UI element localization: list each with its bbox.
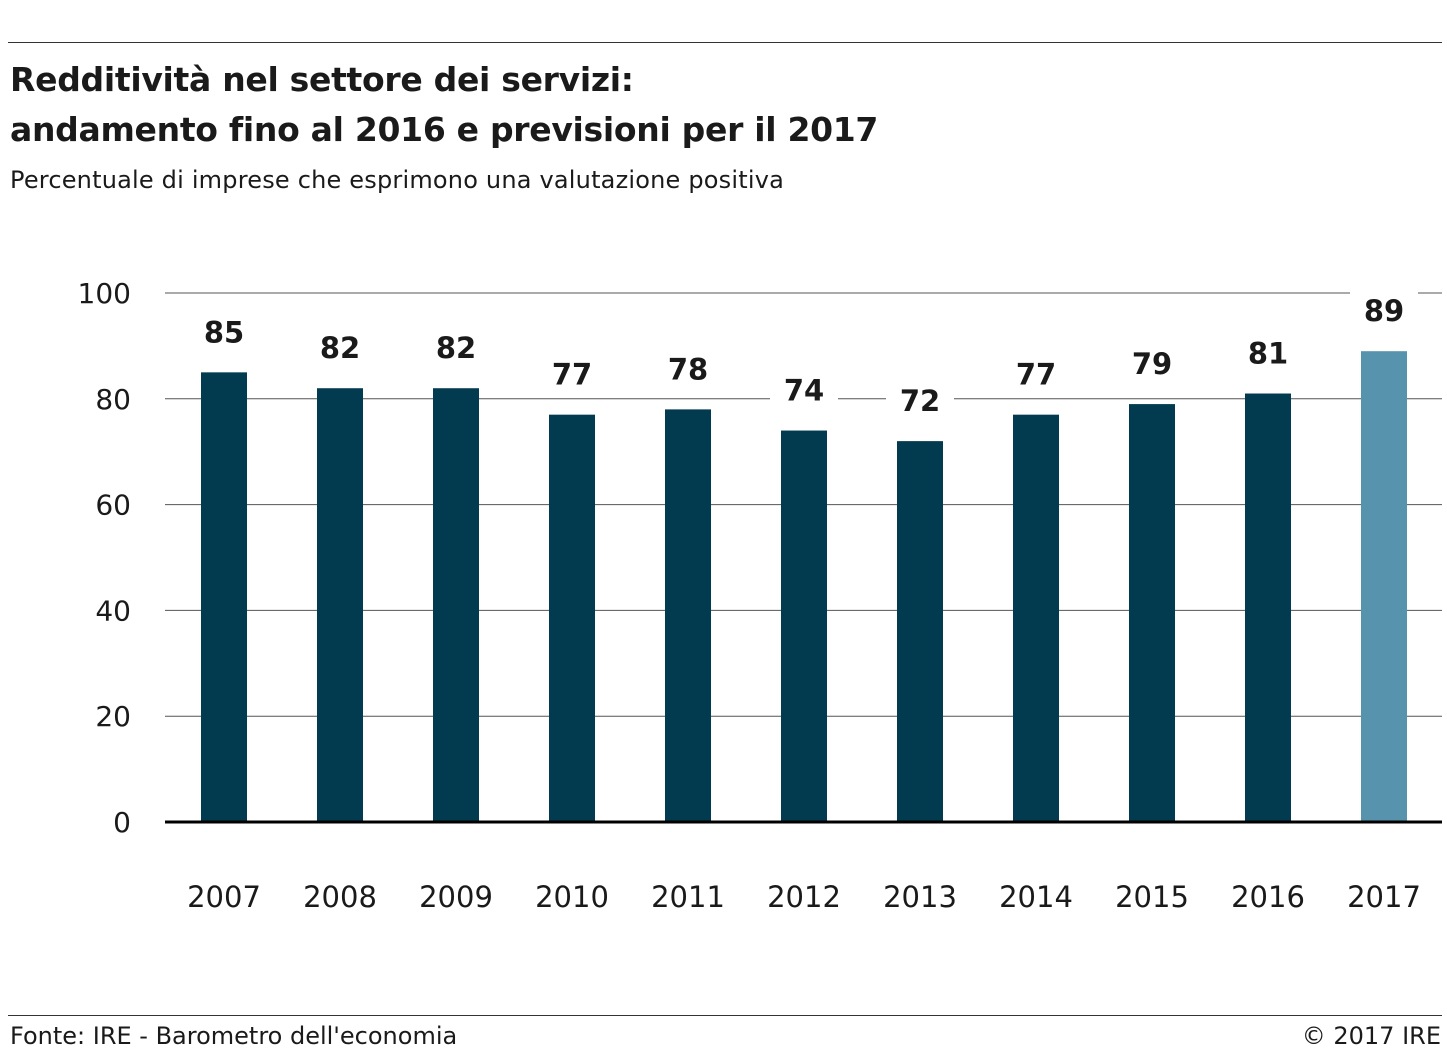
x-tick-label: 2014 <box>999 880 1073 914</box>
bar <box>1013 414 1059 822</box>
data-label-background <box>1002 354 1070 395</box>
data-label-background <box>306 328 374 369</box>
data-label-background <box>886 381 954 422</box>
x-tick-label: 2009 <box>419 880 493 914</box>
y-tick-label: 80 <box>95 383 131 416</box>
bar <box>897 441 943 822</box>
data-label-background <box>770 370 838 411</box>
data-label-background <box>1350 291 1418 332</box>
data-label-background <box>1234 333 1302 374</box>
data-label-background <box>1118 344 1186 385</box>
bar-forecast <box>1361 351 1407 822</box>
x-tick-label: 2013 <box>883 880 957 914</box>
y-tick-label: 40 <box>95 594 131 627</box>
data-label: 82 <box>320 331 360 365</box>
x-tick-label: 2007 <box>187 880 261 914</box>
data-label: 82 <box>436 331 476 365</box>
source-note: Fonte: IRE - Barometro dell'economia <box>10 1022 458 1050</box>
bottom-rule <box>8 1015 1442 1016</box>
y-tick-label: 100 <box>78 277 131 310</box>
data-label-background <box>422 328 490 369</box>
data-label: 89 <box>1364 294 1404 328</box>
chart-title-line-1: Redditività nel settore dei servizi: <box>10 60 634 99</box>
data-label: 81 <box>1248 337 1288 371</box>
bar <box>665 409 711 822</box>
data-label: 77 <box>1016 358 1056 392</box>
x-tick-label: 2015 <box>1115 880 1189 914</box>
x-tick-label: 2008 <box>303 880 377 914</box>
data-label: 79 <box>1132 347 1172 381</box>
x-tick-label: 2016 <box>1231 880 1305 914</box>
x-tick-label: 2012 <box>767 880 841 914</box>
x-tick-label: 2010 <box>535 880 609 914</box>
chart-subtitle: Percentuale di imprese che esprimono una… <box>10 166 785 194</box>
data-label-background <box>190 312 258 353</box>
bar <box>1129 404 1175 822</box>
bar <box>549 414 595 822</box>
data-label: 72 <box>900 384 940 418</box>
bar <box>781 430 827 822</box>
data-label: 85 <box>204 315 244 349</box>
y-tick-label: 20 <box>95 700 131 733</box>
bar <box>201 372 247 822</box>
chart-title-line-2: andamento fino al 2016 e previsioni per … <box>10 110 879 149</box>
top-rule <box>8 42 1442 43</box>
data-label: 78 <box>668 352 708 386</box>
bar <box>1245 393 1291 822</box>
data-label-background <box>654 349 722 390</box>
data-label: 77 <box>552 358 592 392</box>
x-tick-label: 2011 <box>651 880 725 914</box>
y-tick-label: 0 <box>113 806 131 839</box>
bar <box>433 388 479 822</box>
copyright-note: © 2017 IRE <box>1301 1022 1441 1050</box>
bar <box>317 388 363 822</box>
x-tick-label: 2017 <box>1347 880 1421 914</box>
y-tick-label: 60 <box>95 489 131 522</box>
data-label: 74 <box>784 374 824 408</box>
data-label-background <box>538 354 606 395</box>
